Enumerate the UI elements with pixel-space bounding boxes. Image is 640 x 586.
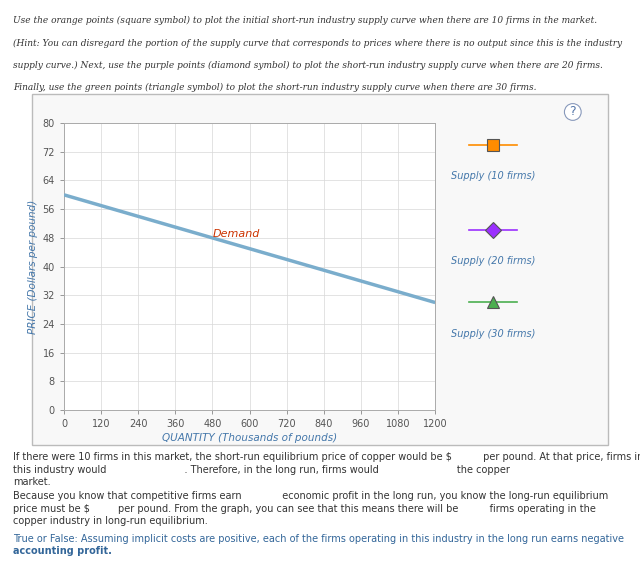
Text: Finally, use the green points (triangle symbol) to plot the short-run industry s: Finally, use the green points (triangle …: [13, 83, 536, 92]
X-axis label: QUANTITY (Thousands of pounds): QUANTITY (Thousands of pounds): [162, 434, 337, 444]
Text: price must be $         per pound. From the graph, you can see that this means t: price must be $ per pound. From the grap…: [13, 503, 596, 513]
Text: accounting profit.: accounting profit.: [13, 546, 111, 556]
Text: Supply (20 firms): Supply (20 firms): [451, 257, 535, 267]
Text: Supply (10 firms): Supply (10 firms): [451, 171, 535, 181]
Text: supply curve.) Next, use the purple points (diamond symbol) to plot the short-ru: supply curve.) Next, use the purple poin…: [13, 61, 603, 70]
Text: this industry would                         . Therefore, in the long run, firms : this industry would . Therefore, in the …: [13, 465, 509, 475]
Text: market.: market.: [13, 477, 51, 487]
Y-axis label: PRICE (Dollars per pound): PRICE (Dollars per pound): [28, 199, 38, 334]
Text: Supply (30 firms): Supply (30 firms): [451, 329, 535, 339]
Text: ?: ?: [570, 105, 576, 118]
Text: Demand: Demand: [212, 229, 260, 239]
Text: True or False: Assuming implicit costs are positive, each of the firms operating: True or False: Assuming implicit costs a…: [13, 534, 624, 544]
Text: If there were 10 firms in this market, the short-run equilibrium price of copper: If there were 10 firms in this market, t…: [13, 452, 640, 462]
Text: (Hint: You can disregard the portion of the supply curve that corresponds to pri: (Hint: You can disregard the portion of …: [13, 39, 622, 47]
Text: copper industry in long-run equilibrium.: copper industry in long-run equilibrium.: [13, 516, 207, 526]
Text: Use the orange points (square symbol) to plot the initial short-run industry sup: Use the orange points (square symbol) to…: [13, 16, 597, 25]
Text: Because you know that competitive firms earn             economic profit in the : Because you know that competitive firms …: [13, 491, 608, 501]
